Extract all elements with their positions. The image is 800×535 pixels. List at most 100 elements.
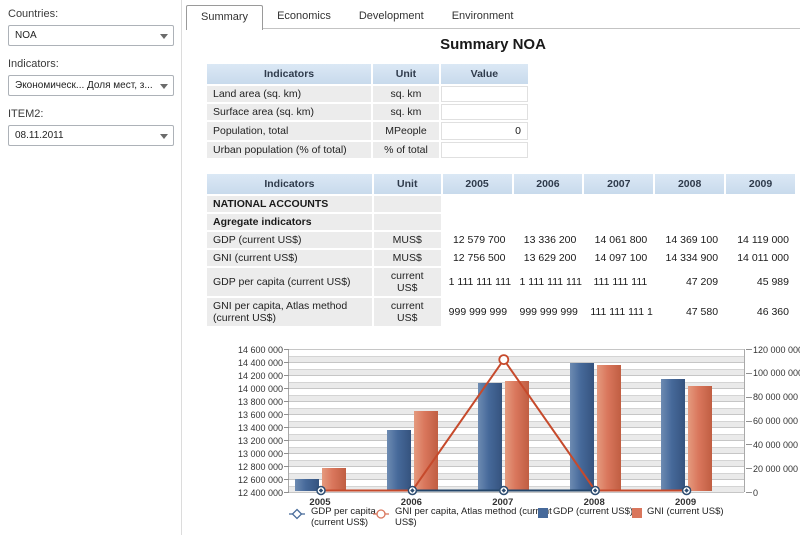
value-cell [440, 142, 528, 158]
grid-band [289, 355, 744, 362]
table-row: Urban population (% of total) % of total [207, 142, 528, 158]
unit-cell: MUS$ [373, 250, 441, 266]
unit-cell [373, 214, 441, 230]
tabbar-underline [186, 28, 800, 29]
legend-gni: GNI (current US$) [632, 506, 757, 518]
filter-sidebar: Countries: NOA Indicators: Экономическ..… [0, 0, 181, 535]
indicators-table-header: Unit [373, 174, 441, 194]
tab-economics[interactable]: Economics [277, 10, 331, 22]
legend-label: GNI (current US$) [647, 506, 724, 517]
gdp-bar-2006 [386, 430, 411, 491]
year-value-cell: 13 336 200 [513, 232, 583, 248]
year-value-cell: 14 334 900 [655, 250, 725, 266]
value-cell: 0 [440, 122, 528, 140]
right-axis-tick-label: 100 000 000 [753, 368, 800, 379]
year-value-cell: 47 209 [655, 268, 725, 296]
summary-table-header-value: Value [440, 64, 528, 84]
axis-tick [746, 468, 752, 470]
year-value-cell [655, 196, 725, 212]
year-value-cell: 14 061 800 [584, 232, 654, 248]
gni-bar-2005 [322, 467, 347, 491]
axis-tick [284, 453, 289, 454]
table-row: GDP (current US$) MUS$ 12 579 700 13 336 2… [207, 232, 795, 248]
table-row: Land area (sq. km) sq. km [207, 86, 528, 102]
year-value-cell: 45 989 [726, 268, 795, 296]
summary-table: Indicators Unit Value Land area (sq. km)… [205, 62, 530, 160]
indicator-cell: Agregate indicators [207, 214, 372, 230]
item2-label: ITEM2: [8, 108, 44, 120]
axis-tick [284, 375, 289, 376]
circle-line-icon [373, 509, 389, 519]
table-row: NATIONAL ACCOUNTS [207, 196, 795, 212]
countries-label: Countries: [8, 8, 59, 20]
gni-bar-2009 [688, 386, 713, 491]
table-row: Agregate indicators [207, 214, 795, 230]
indicator-cell: GNI (current US$) [207, 250, 372, 266]
diamond-marker-icon [684, 488, 689, 493]
unit-cell: sq. km [373, 104, 439, 120]
axis-tick [284, 492, 289, 493]
countries-dropdown[interactable]: NOA [8, 25, 174, 46]
axis-tick [284, 401, 289, 402]
left-axis-tick-label: 13 400 000 [237, 422, 283, 433]
right-axis-tick-label: 120 000 000 [753, 344, 800, 355]
tabbar: Summary Economics Development Environmen… [186, 5, 800, 30]
summary-table-header-unit: Unit [373, 64, 439, 84]
gni-bar-2006 [413, 411, 438, 491]
gdp-bar-2009 [661, 379, 686, 491]
diamond-line-icon [289, 508, 305, 520]
axis-tick [284, 440, 289, 441]
tab-development[interactable]: Development [358, 10, 424, 22]
year-value-cell: 12 756 500 [442, 250, 512, 266]
x-axis-label: 2007 [492, 497, 514, 508]
legend-label: GNI per capita, Atlas method (current US… [395, 506, 552, 528]
unit-cell: current US$ [373, 268, 441, 296]
axis-tick [746, 492, 752, 493]
square-icon [538, 508, 548, 518]
table-row: GDP per capita (current US$) current US$… [207, 268, 795, 296]
left-axis-tick-label: 13 600 000 [237, 409, 283, 420]
x-axis-label: 2006 [400, 497, 422, 508]
unit-cell: MUS$ [373, 232, 441, 248]
axis-tick [746, 444, 752, 446]
year-value-cell: 111 111 111 1... [584, 298, 654, 326]
diamond-marker-icon [592, 488, 598, 493]
countries-value: NOA [15, 30, 37, 41]
x-axis-label: 2008 [583, 497, 605, 508]
left-axis-tick-label: 14 200 000 [237, 370, 283, 381]
legend-gni-per-capita: GNI per capita, Atlas method (current US… [372, 506, 553, 528]
tab-environment[interactable]: Environment [451, 10, 514, 22]
indicators-table-header: 2007 [584, 174, 654, 194]
year-value-cell: 111 111 111 [584, 268, 654, 296]
tab-summary[interactable]: Summary [186, 5, 264, 30]
left-axis-tick-label: 12 800 000 [237, 461, 283, 472]
unit-cell: current US$ [373, 298, 441, 326]
combo-chart: 14 600 000 14 400 000 14 200 000 14 000 000… [0, 340, 800, 535]
axis-tick [284, 466, 289, 467]
year-value-cell [584, 196, 654, 212]
year-value-cell [442, 214, 512, 230]
gni-bar-2008 [596, 365, 621, 491]
indicators-table-header: 2008 [655, 174, 725, 194]
legend-label: GDP per capita (current US$) [311, 506, 376, 528]
right-axis-tick-label: 80 000 000 [753, 392, 799, 403]
unit-cell: sq. km [373, 86, 439, 102]
legend-gdp-per-capita: GDP per capita (current US$) [288, 506, 397, 528]
year-value-cell [726, 214, 795, 230]
axis-tick [284, 349, 289, 350]
axis-tick [284, 414, 289, 415]
left-axis-tick-label: 13 200 000 [237, 435, 283, 446]
indicators-dropdown[interactable]: Экономическ... Доля мест, з... (1374) [8, 75, 174, 96]
page-title: Summary NOA [440, 36, 546, 53]
axis-tick [284, 479, 289, 480]
axis-tick [284, 427, 289, 428]
indicators-table: Indicators Unit 2005 2006 2007 2008 2009… [205, 172, 797, 328]
indicators-table-header: 2006 [513, 174, 583, 194]
chevron-down-icon [160, 134, 168, 139]
item2-dropdown[interactable]: 08.11.2011 [8, 125, 174, 146]
x-axis-label: 2005 [309, 497, 331, 508]
table-row: GNI (current US$) MUS$ 12 756 500 13 629 2… [207, 250, 795, 266]
right-axis-tick-label: 60 000 000 [753, 416, 799, 426]
indicator-cell: Surface area (sq. km) [207, 104, 372, 120]
indicator-cell: NATIONAL ACCOUNTS [207, 196, 372, 212]
